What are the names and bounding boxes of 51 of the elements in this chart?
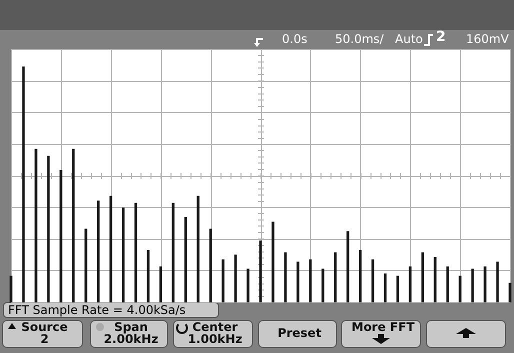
bar xyxy=(84,228,88,302)
bar xyxy=(34,148,38,302)
text: More FFT xyxy=(350,320,416,334)
bar xyxy=(458,276,462,302)
text: FFT Sample Rate = 4.00kSa/s xyxy=(8,303,186,317)
bar xyxy=(122,208,125,302)
source-note: Source 2 xyxy=(20,320,69,346)
bar xyxy=(22,66,25,302)
bar xyxy=(471,268,474,302)
bar xyxy=(184,217,187,302)
bar xyxy=(272,222,274,302)
text: 2 xyxy=(436,29,446,45)
text: Span 2.00kHz xyxy=(102,320,160,346)
bar xyxy=(396,276,400,302)
bar xyxy=(209,228,212,302)
bar xyxy=(346,231,350,302)
bar xyxy=(134,202,138,302)
bar xyxy=(334,252,337,302)
bar xyxy=(159,266,162,302)
bar xyxy=(446,266,449,302)
bar xyxy=(146,250,150,302)
bar xyxy=(358,250,362,302)
bar xyxy=(222,259,224,302)
bar xyxy=(284,252,287,302)
bar xyxy=(196,196,200,302)
bar xyxy=(234,254,237,302)
text: Preset xyxy=(276,326,322,340)
bar xyxy=(434,256,436,302)
bar xyxy=(172,202,175,302)
bar xyxy=(322,268,324,302)
bar xyxy=(371,259,374,302)
bar xyxy=(47,156,50,302)
bar xyxy=(60,170,62,302)
text: 160mV xyxy=(466,32,509,46)
bar xyxy=(309,259,312,302)
bar xyxy=(484,266,486,302)
bar xyxy=(421,252,424,302)
bar xyxy=(96,200,100,302)
bar xyxy=(496,262,499,302)
bar xyxy=(10,276,12,302)
bar xyxy=(246,268,250,302)
text: 50.0ms/ xyxy=(335,32,384,46)
bar xyxy=(296,262,300,302)
bar xyxy=(72,148,75,302)
bar xyxy=(109,196,112,302)
text: Center 1.00kHz xyxy=(186,320,244,346)
bar xyxy=(384,273,387,302)
text: 0.0s xyxy=(282,32,308,46)
bar xyxy=(408,266,412,302)
text: Auto xyxy=(395,32,423,46)
bar xyxy=(508,282,512,302)
